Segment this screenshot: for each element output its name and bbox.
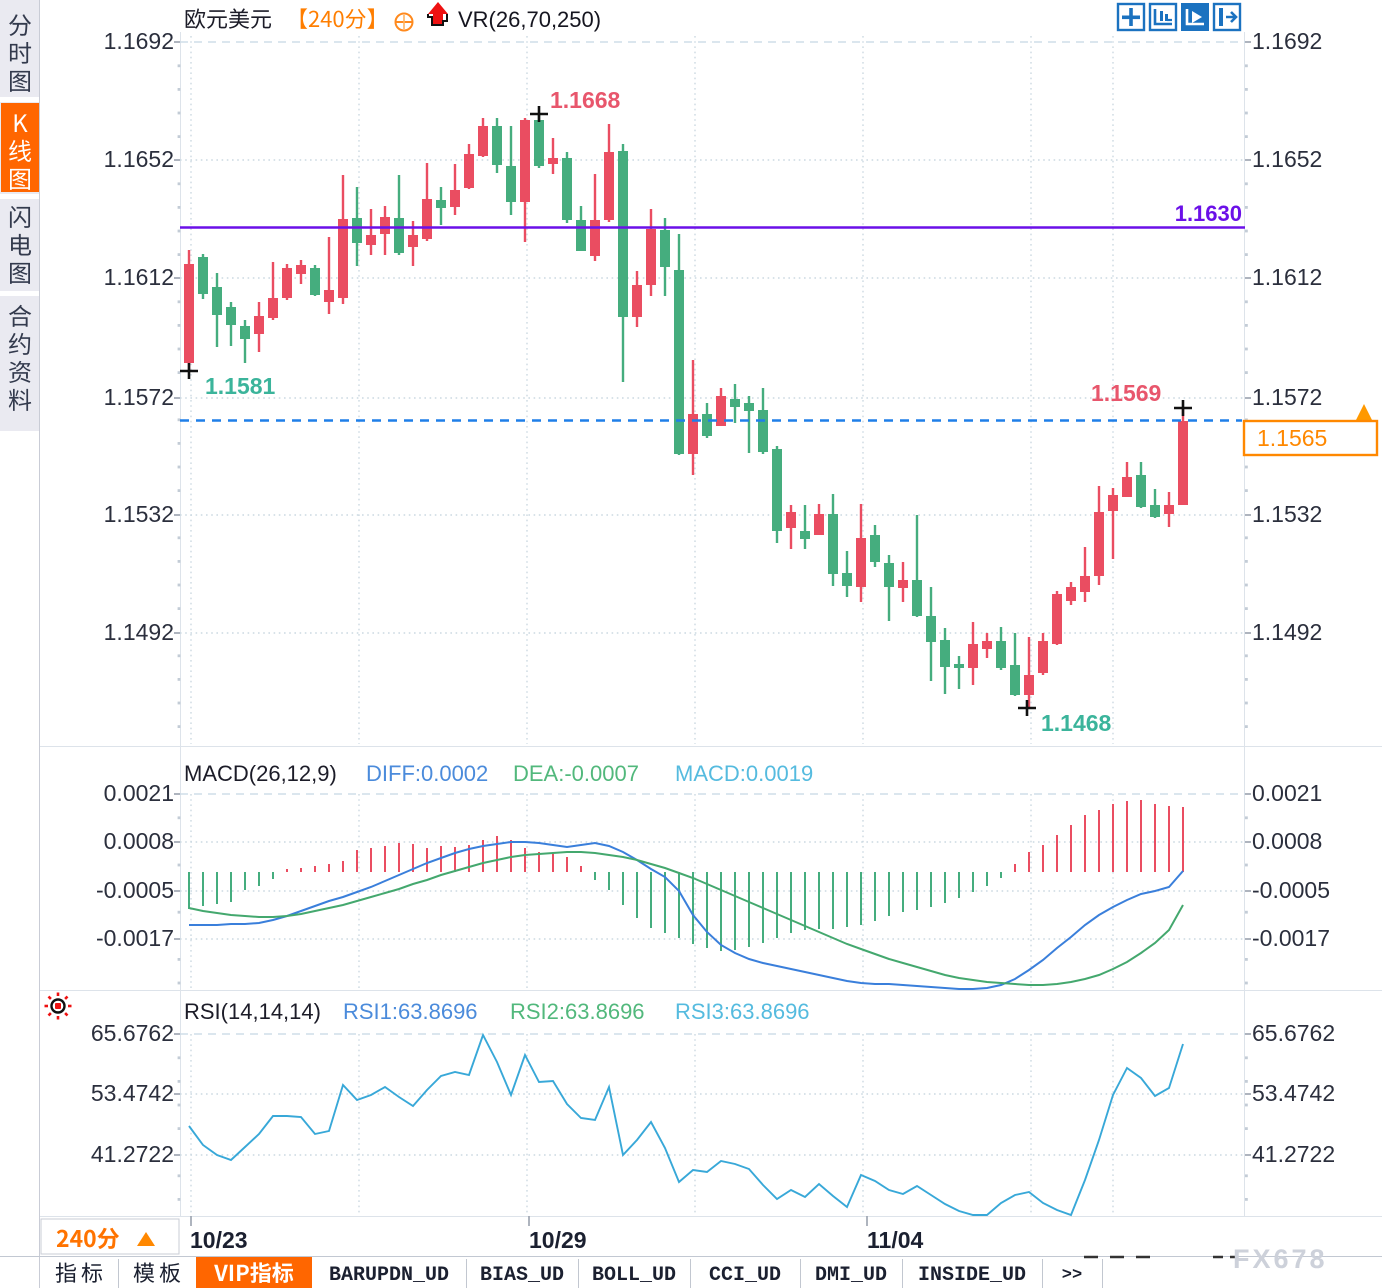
- svg-text:INSIDE_UD: INSIDE_UD: [918, 1264, 1026, 1287]
- svg-text:1.1572: 1.1572: [1252, 384, 1322, 410]
- svg-text:1.1652: 1.1652: [1252, 146, 1322, 172]
- svg-text:0.0008: 0.0008: [104, 828, 174, 854]
- svg-text:1.1652: 1.1652: [104, 146, 174, 172]
- svg-text:-0.0005: -0.0005: [1252, 877, 1330, 903]
- svg-text:53.4742: 53.4742: [1252, 1080, 1335, 1106]
- svg-text:RSI(14,14,14): RSI(14,14,14): [184, 999, 321, 1024]
- svg-text:RSI3:63.8696: RSI3:63.8696: [675, 999, 810, 1024]
- svg-text:DIFF:0.0002: DIFF:0.0002: [366, 761, 488, 786]
- svg-text:BOLL_UD: BOLL_UD: [592, 1264, 676, 1287]
- svg-text:-0.0005: -0.0005: [96, 877, 174, 903]
- svg-text:1.1612: 1.1612: [1252, 264, 1322, 290]
- svg-text:-0.0017: -0.0017: [1252, 925, 1330, 951]
- svg-text:65.6762: 65.6762: [91, 1020, 174, 1046]
- svg-text:10/29: 10/29: [529, 1227, 587, 1253]
- svg-text:1.1565: 1.1565: [1257, 425, 1327, 451]
- svg-text:DMI_UD: DMI_UD: [815, 1264, 887, 1287]
- svg-text:1.1569: 1.1569: [1091, 380, 1161, 406]
- svg-text:FX678: FX678: [1233, 1244, 1328, 1274]
- svg-text:BIAS_UD: BIAS_UD: [480, 1264, 564, 1287]
- svg-text:BARUPDN_UD: BARUPDN_UD: [329, 1264, 449, 1287]
- svg-text:0.0021: 0.0021: [104, 780, 174, 806]
- svg-text:1.1532: 1.1532: [104, 501, 174, 527]
- svg-text:10/23: 10/23: [190, 1227, 248, 1253]
- svg-text:1.1612: 1.1612: [104, 264, 174, 290]
- svg-text:VR(26,70,250): VR(26,70,250): [458, 7, 601, 32]
- svg-text:RSI1:63.8696: RSI1:63.8696: [343, 999, 478, 1024]
- svg-text:65.6762: 65.6762: [1252, 1020, 1335, 1046]
- svg-text:DEA:-0.0007: DEA:-0.0007: [513, 761, 639, 786]
- svg-text:1.1468: 1.1468: [1041, 710, 1112, 736]
- svg-text:1.1692: 1.1692: [104, 28, 174, 54]
- svg-text:0.0021: 0.0021: [1252, 780, 1322, 806]
- svg-text:CCI_UD: CCI_UD: [709, 1264, 781, 1287]
- svg-text:1.1630: 1.1630: [1175, 201, 1242, 226]
- svg-text:>>: >>: [1062, 1266, 1082, 1285]
- svg-text:41.2722: 41.2722: [91, 1141, 174, 1167]
- svg-text:1.1492: 1.1492: [1252, 619, 1322, 645]
- svg-text:1.1492: 1.1492: [104, 619, 174, 645]
- svg-text:1.1532: 1.1532: [1252, 501, 1322, 527]
- svg-text:1.1581: 1.1581: [205, 373, 276, 399]
- svg-text:41.2722: 41.2722: [1252, 1141, 1335, 1167]
- svg-text:11/04: 11/04: [867, 1227, 923, 1253]
- svg-text:1.1668: 1.1668: [550, 87, 621, 113]
- svg-text:-0.0017: -0.0017: [96, 925, 174, 951]
- svg-text:RSI2:63.8696: RSI2:63.8696: [510, 999, 645, 1024]
- svg-text:1.1572: 1.1572: [104, 384, 174, 410]
- svg-text:0.0008: 0.0008: [1252, 828, 1322, 854]
- svg-text:53.4742: 53.4742: [91, 1080, 174, 1106]
- svg-text:MACD(26,12,9): MACD(26,12,9): [184, 761, 337, 786]
- svg-text:MACD:0.0019: MACD:0.0019: [675, 761, 813, 786]
- svg-text:1.1692: 1.1692: [1252, 28, 1322, 54]
